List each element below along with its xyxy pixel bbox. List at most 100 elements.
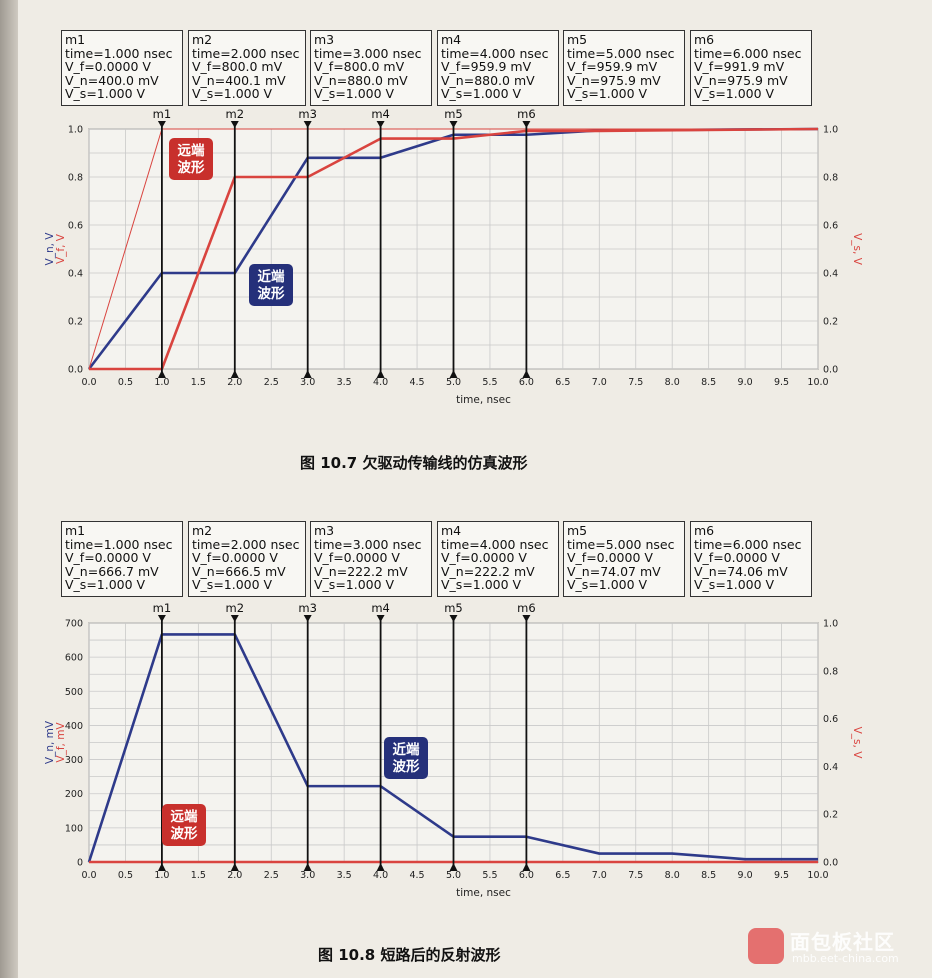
y-tick-label-left: 700 — [65, 619, 83, 630]
marker-arrow-bottom — [449, 370, 458, 378]
marker-label: m3 — [298, 601, 317, 615]
watermark: 面包板社区 mbb.eet-china.com — [748, 924, 918, 970]
marker-line: V_s=1.000 V — [441, 86, 522, 101]
marker-label: m3 — [298, 107, 317, 121]
y-label-vn: V_n, V — [44, 232, 56, 266]
marker-line: V_n=222.2 mV — [314, 563, 408, 579]
x-tick-label: 8.5 — [701, 870, 716, 881]
marker-line: time=5.000 nsec — [567, 536, 675, 552]
watermark-title: 面包板社区 — [790, 930, 895, 954]
x-tick-label: 5.5 — [482, 377, 497, 388]
x-tick-label: 0.0 — [81, 870, 96, 881]
marker-line: V_n=975.9 mV — [567, 72, 661, 88]
y-tick-label-right: 0.4 — [823, 762, 838, 773]
marker-line: V_f=0.0000 V — [441, 550, 527, 565]
watermark-url: mbb.eet-china.com — [792, 952, 899, 965]
marker-label: m5 — [444, 107, 463, 121]
marker-label: m1 — [153, 107, 172, 121]
x-tick-label: 5.0 — [446, 870, 461, 881]
x-tick-label: 3.0 — [300, 377, 315, 388]
marker-line: V_n=880.0 mV — [314, 72, 408, 88]
marker-arrow-top — [157, 615, 166, 622]
marker-line: m4 — [441, 32, 462, 47]
marker-line: V_f=800.0 mV — [192, 59, 283, 74]
marker-line: time=4.000 nsec — [441, 45, 549, 61]
marker-arrow-top — [230, 121, 239, 128]
annotation-text: 远端 — [171, 808, 198, 825]
marker-arrow-bottom — [230, 370, 239, 378]
annotation-text: 波形 — [178, 159, 205, 176]
x-tick-label: 2.5 — [264, 870, 279, 881]
annotation-text: 远端 — [178, 142, 205, 159]
book-spine-shadow — [0, 0, 18, 978]
y-tick-label-right: 1.0 — [823, 125, 838, 136]
marker-line: V_s=1.000 V — [65, 577, 146, 592]
x-tick-label: 3.0 — [300, 870, 315, 881]
figure1-caption: 图 10.7 欠驱动传输线的仿真波形 — [300, 454, 528, 472]
x-axis-label: time, nsec — [456, 887, 511, 899]
x-tick-label: 1.0 — [154, 377, 169, 388]
marker-line: time=2.000 nsec — [192, 536, 300, 552]
marker-label: m6 — [517, 601, 536, 615]
marker-line: V_s=1.000 V — [694, 86, 775, 101]
x-tick-label: 3.5 — [337, 377, 352, 388]
marker-arrow-bottom — [303, 863, 312, 871]
marker-line: time=4.000 nsec — [441, 536, 549, 552]
x-tick-label: 4.5 — [409, 377, 424, 388]
x-tick-label: 1.5 — [191, 870, 206, 881]
x-tick-label: 8.5 — [701, 377, 716, 388]
x-tick-label: 1.5 — [191, 377, 206, 388]
marker-line: V_n=666.5 mV — [192, 563, 286, 579]
y-axis-label-right: V_s, V — [851, 233, 863, 266]
marker-line: V_s=1.000 V — [314, 577, 395, 592]
marker-line: V_s=1.000 V — [441, 577, 522, 592]
annotation-bg — [249, 264, 293, 306]
marker-line: V_f=0.0000 V — [694, 550, 780, 565]
x-tick-label: 0.5 — [118, 870, 133, 881]
marker-line: m1 — [65, 32, 86, 47]
marker-line: m3 — [314, 523, 335, 538]
y-tick-label-left: 100 — [65, 823, 83, 834]
marker-box-m3: m3 time=3.000 nsec V_f=0.0000 V V_n=222.2 m… — [310, 521, 432, 597]
x-axis-label: time, nsec — [456, 394, 511, 406]
marker-label: m1 — [153, 601, 172, 615]
marker-line: V_n=400.0 mV — [65, 72, 159, 88]
marker-box-m4: m4 time=4.000 nsec V_f=0.0000 V V_n=222.2 m… — [437, 521, 559, 597]
marker-line: m6 — [694, 32, 715, 47]
marker-arrow-top — [157, 121, 166, 128]
marker-line: time=1.000 nsec — [65, 536, 173, 552]
y-tick-label-left: 400 — [65, 721, 83, 732]
marker-line: V_s=1.000 V — [694, 577, 775, 592]
x-tick-label: 3.5 — [337, 870, 352, 881]
x-tick-label: 10.0 — [807, 870, 828, 881]
marker-line: V_f=959.9 mV — [441, 59, 532, 74]
marker-box-m1: m1 time=1.000 nsec V_f=0.0000 V V_n=666.7 m… — [61, 521, 183, 597]
marker-box-m2: m2 time=2.000 nsec V_f=800.0 mV V_n=400.1 m… — [188, 30, 306, 106]
marker-line: V_n=74.06 mV — [694, 563, 788, 579]
x-tick-label: 0.5 — [118, 377, 133, 388]
marker-label: m2 — [226, 601, 245, 615]
marker-line: V_s=1.000 V — [567, 577, 648, 592]
x-tick-label: 0.0 — [81, 377, 96, 388]
y-tick-label-right: 0.8 — [823, 173, 838, 184]
marker-arrow-top — [376, 615, 385, 622]
annotation-text: 波形 — [258, 285, 285, 302]
marker-arrow-bottom — [376, 370, 385, 378]
marker-line: V_n=400.1 mV — [192, 72, 286, 88]
marker-box-m5: m5 time=5.000 nsec V_f=959.9 mV V_n=975.9 m… — [563, 30, 685, 106]
y-tick-label-left: 200 — [65, 789, 83, 800]
marker-arrow-bottom — [230, 863, 239, 871]
marker-arrow-top — [449, 121, 458, 128]
marker-arrow-top — [522, 121, 531, 128]
marker-line: time=1.000 nsec — [65, 45, 173, 61]
x-tick-label: 1.0 — [154, 870, 169, 881]
marker-line: V_f=959.9 mV — [567, 59, 658, 74]
marker-line: m2 — [192, 523, 213, 538]
marker-line: time=6.000 nsec — [694, 536, 802, 552]
marker-line: time=3.000 nsec — [314, 536, 422, 552]
marker-line: V_s=1.000 V — [314, 86, 395, 101]
y-tick-label-right: 0.8 — [823, 666, 838, 677]
marker-arrow-bottom — [522, 370, 531, 378]
y-tick-label-right: 0.4 — [823, 269, 838, 280]
